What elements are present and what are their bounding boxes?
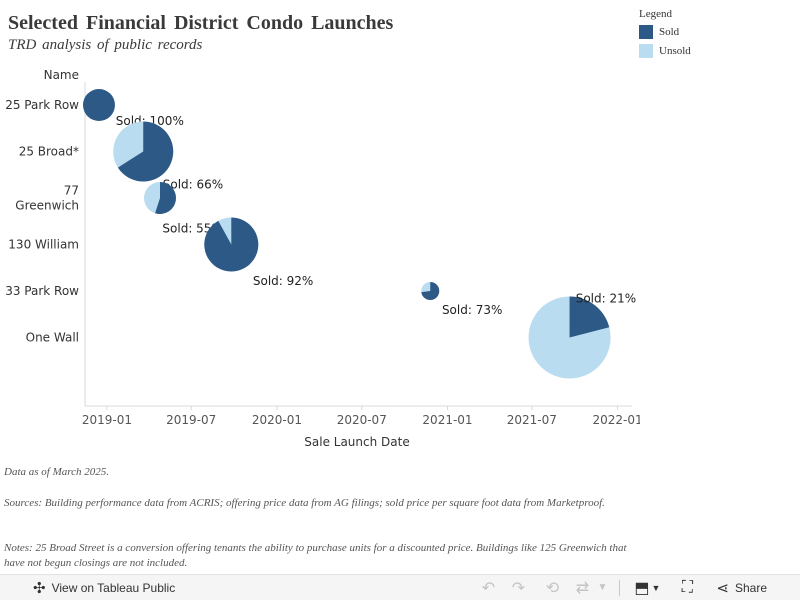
notes-note: Notes: 25 Broad Street is a conversion o… — [4, 542, 627, 569]
x-tick-label: 2021-07 — [507, 413, 557, 427]
row-label: 33 Park Row — [5, 284, 79, 298]
x-tick-label: 2020-01 — [252, 413, 302, 427]
pie-slice-sold — [421, 282, 440, 300]
row-label: 25 Park Row — [5, 98, 79, 112]
pie-130-william[interactable]: Sold: 92% — [204, 217, 313, 288]
pie-25-park-row[interactable]: Sold: 100% — [82, 89, 184, 128]
pie-slice-sold — [569, 296, 610, 338]
pie-slice-sold — [117, 121, 174, 182]
refresh-icon[interactable]: ⇄ — [575, 579, 590, 597]
pie-slice-sold — [204, 217, 259, 272]
legend-item-sold[interactable]: Sold — [639, 22, 691, 41]
legend-label-sold: Sold — [659, 25, 680, 38]
tableau-icon: ✣ — [33, 579, 46, 597]
legend-swatch-sold — [639, 24, 653, 39]
data-label: Sold: 66% — [163, 178, 223, 192]
legend-title: Legend — [639, 8, 672, 20]
view-on-tableau-label: View on Tableau Public — [51, 580, 176, 595]
legend-item-unsold[interactable]: Unsold — [639, 41, 691, 60]
share-button[interactable]: ⋖ Share — [716, 579, 767, 597]
x-tick-label: 2020-07 — [337, 413, 387, 427]
x-axis: 2019-01 2019-07 2020-01 2020-07 2021-01 2021-… — [82, 406, 640, 427]
row-label: Greenwich — [15, 199, 79, 213]
tableau-toolbar: ✣ View on Tableau Public ↶ ↷ ⟲ ⇄ ▼ ⬒ ▼ ⛶ … — [0, 574, 800, 600]
x-tick-label: 2021-01 — [422, 413, 472, 427]
data-label: Sold: 73% — [442, 303, 502, 317]
x-tick-label: 2019-01 — [82, 413, 132, 427]
pie-25-broad-[interactable]: Sold: 66% — [113, 121, 223, 192]
view-on-tableau-button[interactable]: ✣ View on Tableau Public — [33, 579, 175, 597]
x-tick-label: 2022-01 — [592, 413, 640, 427]
grid — [84, 82, 632, 407]
pies: Sold: 100%Sold: 66%Sold: 55%Sold: 92%Sol… — [82, 89, 637, 379]
revert-icon[interactable]: ⟲ — [545, 579, 560, 597]
share-icon: ⋖ — [716, 579, 729, 597]
pie-one-wall[interactable]: Sold: 21% — [528, 292, 637, 379]
pie-33-park-row[interactable]: Sold: 73% — [421, 282, 502, 317]
data-date-note: Data as of March 2025. — [4, 466, 110, 478]
fullscreen-icon[interactable]: ⛶ — [681, 578, 693, 596]
dropdown-icon[interactable]: ▼ — [597, 582, 608, 593]
x-tick-label: 2019-07 — [166, 413, 216, 427]
redo-icon[interactable]: ↷ — [511, 579, 526, 597]
chart-subtitle: TRD analysis of public records — [8, 37, 203, 53]
chart-title: Selected Financial District Condo Launch… — [8, 12, 394, 34]
undo-icon[interactable]: ↶ — [481, 579, 496, 597]
toolbar-divider — [619, 579, 621, 596]
x-axis-title: Sale Launch Date — [304, 435, 409, 449]
row-label: 130 William — [8, 238, 79, 252]
share-label: Share — [734, 580, 767, 595]
row-label: One Wall — [26, 331, 79, 345]
row-axis-title: Name — [44, 68, 79, 82]
legend-swatch-unsold — [639, 43, 653, 58]
download-icon[interactable]: ⬒ ▼ — [634, 579, 661, 597]
legend-label-unsold: Unsold — [659, 44, 691, 57]
legend: Legend Sold Unsold — [639, 8, 691, 60]
row-label: 25 Broad* — [19, 145, 79, 159]
pie-slice-sold — [82, 89, 115, 121]
data-label: Sold: 92% — [253, 274, 313, 288]
pie-slice-sold — [155, 182, 177, 215]
row-label: 77 — [64, 184, 79, 198]
sources-note: Sources: Building performance data from … — [4, 497, 605, 509]
data-label: Sold: 21% — [576, 292, 636, 306]
